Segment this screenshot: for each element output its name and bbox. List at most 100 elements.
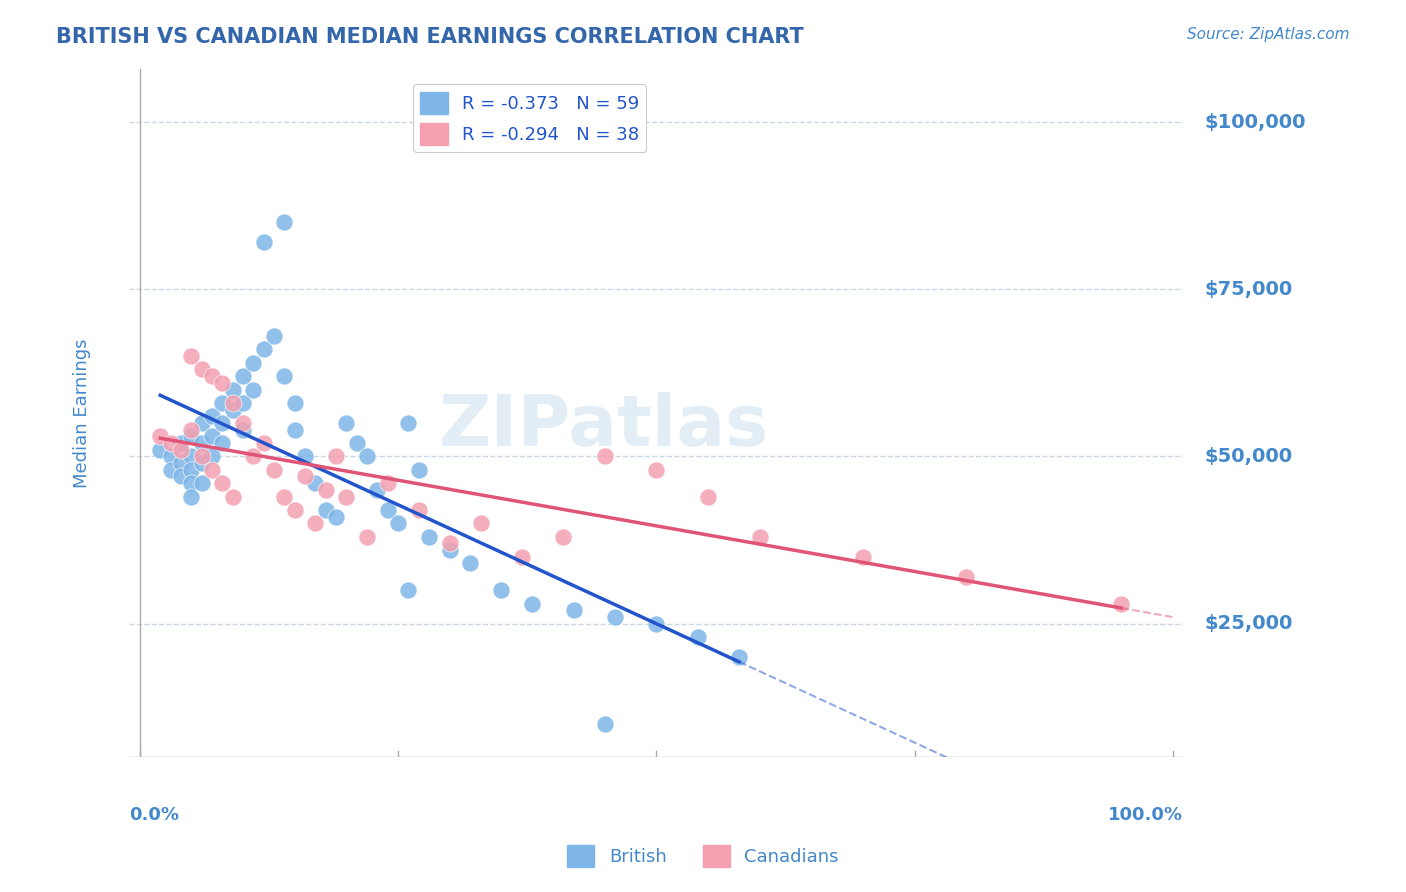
Text: 100.0%: 100.0%: [1108, 805, 1184, 823]
Point: [180, 476, 202, 491]
Point: [221, 490, 243, 504]
Point: [562, 603, 585, 617]
Point: [190, 450, 212, 464]
Point: [728, 650, 751, 665]
Point: [377, 476, 399, 491]
Point: [159, 436, 181, 450]
Point: [149, 429, 172, 443]
Point: [325, 509, 347, 524]
Point: [273, 215, 295, 229]
Point: [180, 463, 202, 477]
Point: [852, 549, 875, 564]
Legend: British, Canadians: British, Canadians: [560, 838, 846, 874]
Point: [201, 450, 224, 464]
Point: [252, 436, 274, 450]
Point: [180, 423, 202, 437]
Text: Source: ZipAtlas.com: Source: ZipAtlas.com: [1187, 27, 1350, 42]
Point: [697, 490, 720, 504]
Point: [522, 597, 544, 611]
Point: [180, 490, 202, 504]
Point: [748, 530, 770, 544]
Point: [315, 503, 337, 517]
Point: [190, 416, 212, 430]
Point: [294, 469, 316, 483]
Point: [366, 483, 388, 497]
Point: [273, 369, 295, 384]
Point: [180, 429, 202, 443]
Point: [284, 396, 307, 410]
Text: BRITISH VS CANADIAN MEDIAN EARNINGS CORRELATION CHART: BRITISH VS CANADIAN MEDIAN EARNINGS CORR…: [56, 27, 804, 46]
Text: ZIPatlas: ZIPatlas: [439, 392, 769, 461]
Text: Median Earnings: Median Earnings: [73, 338, 91, 488]
Point: [190, 476, 212, 491]
Point: [335, 490, 357, 504]
Point: [211, 416, 233, 430]
Point: [221, 396, 243, 410]
Point: [242, 383, 264, 397]
Point: [149, 442, 172, 457]
Point: [201, 409, 224, 424]
Point: [232, 416, 254, 430]
Point: [510, 549, 533, 564]
Point: [356, 450, 378, 464]
Point: [377, 503, 399, 517]
Point: [396, 583, 419, 598]
Point: [170, 442, 193, 457]
Point: [418, 530, 440, 544]
Point: [686, 630, 709, 644]
Point: [232, 423, 254, 437]
Legend: R = -0.373   N = 59, R = -0.294   N = 38: R = -0.373 N = 59, R = -0.294 N = 38: [413, 85, 647, 152]
Text: $100,000: $100,000: [1205, 112, 1306, 131]
Point: [1111, 597, 1133, 611]
Point: [201, 369, 224, 384]
Text: $25,000: $25,000: [1205, 614, 1292, 633]
Point: [159, 450, 181, 464]
Point: [458, 557, 481, 571]
Point: [211, 436, 233, 450]
Point: [190, 436, 212, 450]
Point: [553, 530, 575, 544]
Point: [221, 402, 243, 417]
Point: [284, 423, 307, 437]
Point: [387, 516, 409, 531]
Point: [304, 516, 326, 531]
Point: [201, 463, 224, 477]
Point: [955, 570, 977, 584]
Point: [252, 235, 274, 250]
Point: [346, 436, 368, 450]
Point: [252, 343, 274, 357]
Point: [242, 450, 264, 464]
Point: [304, 476, 326, 491]
Point: [294, 450, 316, 464]
Point: [211, 376, 233, 390]
Point: [356, 530, 378, 544]
Point: [211, 476, 233, 491]
Point: [593, 717, 616, 731]
Point: [221, 383, 243, 397]
Point: [170, 436, 193, 450]
Text: $50,000: $50,000: [1205, 447, 1292, 466]
Point: [603, 610, 626, 624]
Text: 0.0%: 0.0%: [129, 805, 180, 823]
Point: [242, 356, 264, 370]
Point: [180, 450, 202, 464]
Point: [408, 463, 430, 477]
Point: [201, 429, 224, 443]
Point: [180, 349, 202, 363]
Point: [593, 450, 616, 464]
Point: [190, 456, 212, 470]
Text: $75,000: $75,000: [1205, 280, 1292, 299]
Point: [263, 329, 285, 343]
Point: [645, 616, 668, 631]
Point: [170, 456, 193, 470]
Point: [232, 396, 254, 410]
Point: [439, 543, 461, 558]
Point: [273, 490, 295, 504]
Point: [170, 469, 193, 483]
Point: [211, 396, 233, 410]
Point: [315, 483, 337, 497]
Point: [645, 463, 668, 477]
Point: [263, 463, 285, 477]
Point: [325, 450, 347, 464]
Point: [396, 416, 419, 430]
